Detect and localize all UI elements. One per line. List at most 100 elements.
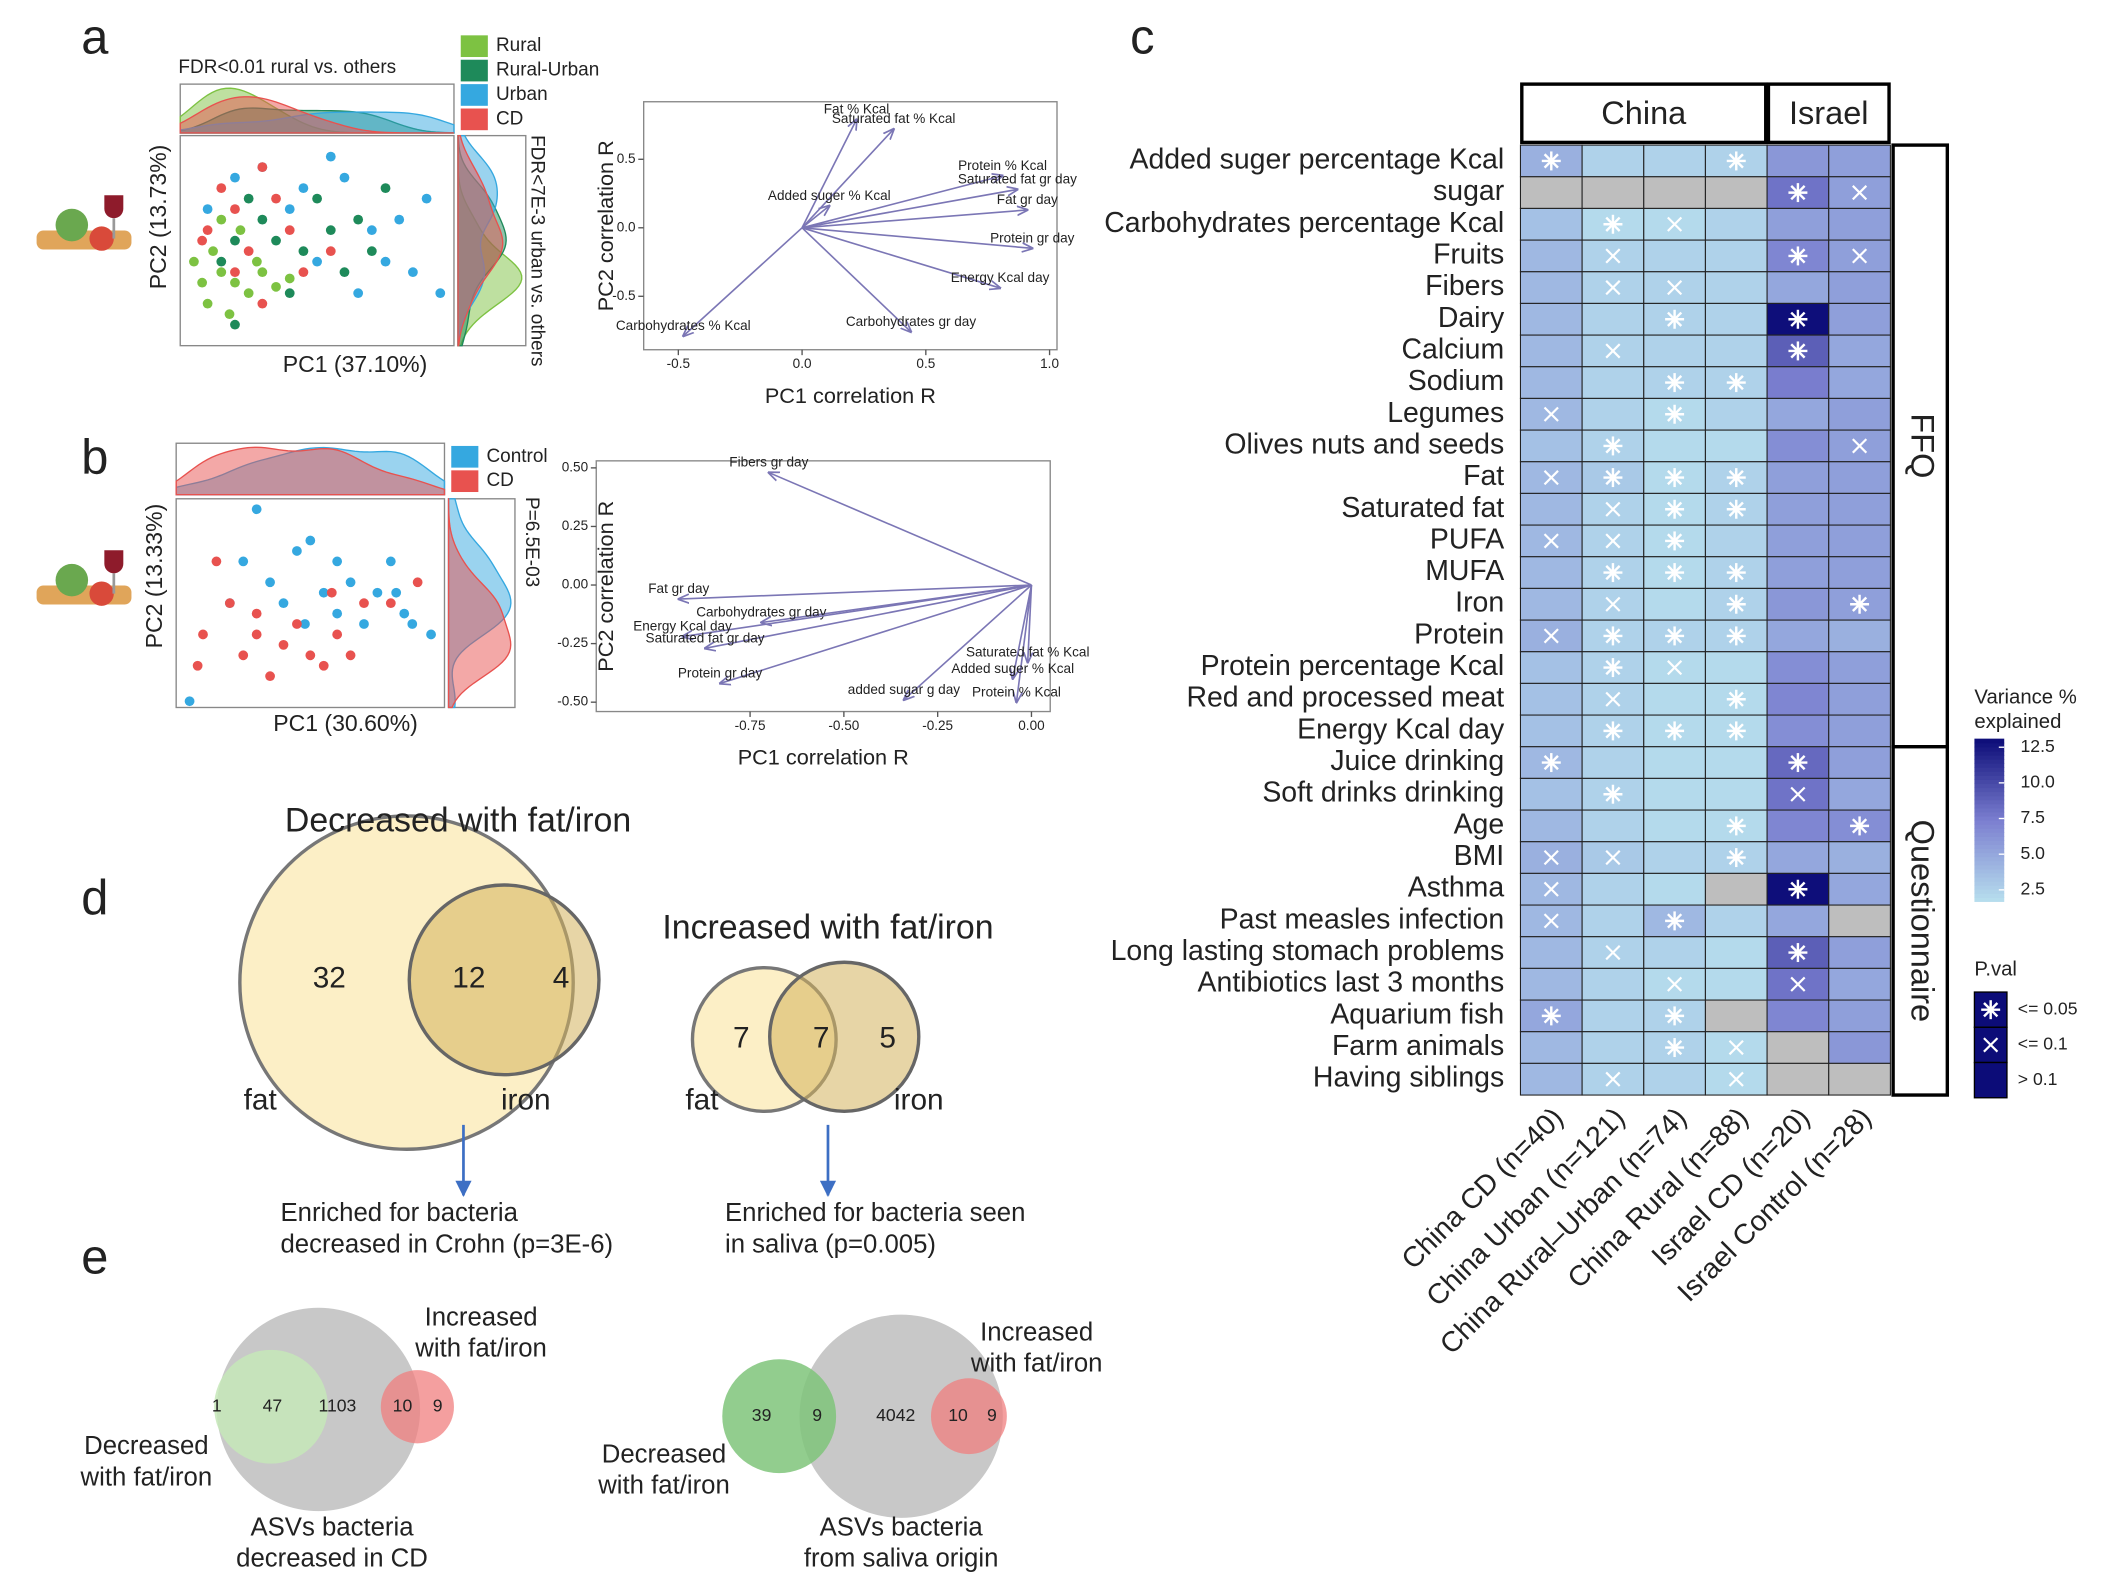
loading-label: Protein gr day bbox=[990, 230, 1075, 245]
point bbox=[312, 193, 322, 204]
significance-mark bbox=[1605, 691, 1621, 707]
significance-mark bbox=[1543, 153, 1559, 169]
colorbar-step bbox=[1974, 819, 2005, 825]
point bbox=[399, 608, 410, 619]
heatmap-cell bbox=[1766, 492, 1830, 526]
loading-arrow bbox=[802, 226, 1032, 249]
loading-arrow bbox=[801, 227, 911, 332]
point bbox=[312, 256, 322, 267]
loading-arrow bbox=[679, 584, 1032, 599]
venn-title: Increased with fat/iron bbox=[662, 909, 993, 947]
y-tick-label: 0.25 bbox=[562, 518, 588, 533]
heatmap-cell bbox=[1828, 714, 1891, 748]
row-label: Calcium bbox=[1401, 333, 1504, 365]
colorbar-step bbox=[1974, 868, 2005, 874]
point bbox=[257, 214, 268, 225]
legend-swatch bbox=[460, 35, 488, 58]
heatmap-cell bbox=[1643, 936, 1706, 969]
heatmap-cell bbox=[1704, 967, 1768, 1001]
point bbox=[197, 235, 208, 246]
heatmap-cell bbox=[1828, 397, 1891, 431]
colorbar-step bbox=[1974, 787, 2005, 793]
heatmap-cell bbox=[1643, 872, 1706, 906]
significance-mark bbox=[1667, 628, 1683, 644]
colorbar-step bbox=[1974, 885, 2005, 890]
heatmap-cell bbox=[1766, 144, 1830, 178]
venn-label: from saliva origin bbox=[804, 1545, 999, 1573]
heatmap-cell bbox=[1519, 777, 1583, 811]
heatmap-cell bbox=[1581, 904, 1645, 938]
point bbox=[257, 162, 268, 173]
heatmap-cell bbox=[1643, 809, 1706, 843]
point bbox=[318, 587, 329, 598]
loading-arrow bbox=[801, 206, 829, 229]
loading-arrow bbox=[769, 473, 1032, 586]
point bbox=[251, 504, 262, 515]
venn-count: 32 bbox=[313, 962, 346, 995]
row-group-box bbox=[1891, 745, 1950, 1097]
heatmap-cell bbox=[1704, 239, 1768, 273]
heatmap-cell bbox=[1519, 587, 1583, 621]
venn-label: with fat/iron bbox=[970, 1350, 1103, 1378]
loading-arrow bbox=[801, 129, 894, 229]
point bbox=[366, 246, 377, 257]
plot-frame bbox=[643, 101, 1058, 351]
y-tick-label: 0.50 bbox=[562, 459, 588, 474]
y-axis-title: PC2 (13.73%) bbox=[145, 145, 171, 290]
heatmap-cell bbox=[1519, 1031, 1583, 1064]
heatmap-cell bbox=[1519, 207, 1583, 241]
row-label: Antibiotics last 3 months bbox=[1198, 967, 1505, 999]
point bbox=[326, 587, 337, 598]
loading-label: Protein % Kcal bbox=[972, 684, 1061, 699]
heatmap-cell bbox=[1766, 271, 1830, 304]
heatmap-cell bbox=[1828, 271, 1891, 304]
significance-mark bbox=[1667, 660, 1683, 676]
heatmap-cell bbox=[1581, 872, 1645, 906]
significance-mark bbox=[1667, 311, 1683, 327]
venn-label: with fat/iron bbox=[597, 1471, 730, 1499]
point bbox=[192, 660, 203, 671]
loading-arrow bbox=[801, 227, 1000, 288]
colorbar-step bbox=[1974, 815, 2005, 821]
colorbar-step bbox=[1974, 758, 2005, 764]
heatmap-cell bbox=[1704, 176, 1768, 209]
x-tick-label: -0.5 bbox=[667, 356, 690, 371]
venn-note: decreased in Crohn (p=3E-6) bbox=[281, 1230, 614, 1258]
venn-count: 47 bbox=[263, 1395, 283, 1415]
heatmap-cell bbox=[1828, 207, 1891, 241]
venn-count: 10 bbox=[393, 1395, 413, 1415]
legend-label: Urban bbox=[496, 84, 548, 105]
venn-set-label: fat bbox=[244, 1084, 278, 1117]
heatmap-cell bbox=[1828, 904, 1891, 938]
colorbar-step bbox=[1974, 840, 2005, 846]
colorbar-title: Variance % bbox=[1974, 686, 2076, 708]
pval-label: <= 0.05 bbox=[2018, 998, 2078, 1018]
row-label: Age bbox=[1454, 808, 1505, 840]
venn-count: 10 bbox=[948, 1405, 968, 1425]
loading-arrow bbox=[801, 189, 1017, 229]
significance-mark bbox=[1605, 501, 1621, 517]
venn-circle bbox=[407, 883, 601, 1077]
venn-circle bbox=[214, 1349, 328, 1464]
loading-label: Added suger % Kcal bbox=[768, 188, 891, 203]
point bbox=[325, 151, 336, 162]
point bbox=[305, 535, 316, 546]
significance-mark bbox=[1543, 470, 1559, 486]
heatmap-cell bbox=[1643, 1062, 1706, 1096]
colorbar-step bbox=[1974, 860, 2005, 866]
significance-mark bbox=[1667, 1039, 1683, 1056]
point bbox=[189, 256, 199, 267]
heatmap-cell bbox=[1581, 746, 1645, 779]
point bbox=[332, 608, 343, 619]
significance-mark bbox=[1728, 691, 1744, 707]
colorbar-step bbox=[1974, 775, 2005, 780]
point bbox=[208, 246, 218, 257]
loading-label: Saturated fat % Kcal bbox=[966, 644, 1090, 659]
venn-count: 4042 bbox=[876, 1405, 915, 1425]
venn-count: 9 bbox=[987, 1405, 997, 1425]
food-icon bbox=[36, 550, 132, 606]
heatmap-cell bbox=[1766, 556, 1830, 589]
loading-label: Carbohydrates % Kcal bbox=[616, 318, 751, 333]
point bbox=[421, 193, 432, 204]
